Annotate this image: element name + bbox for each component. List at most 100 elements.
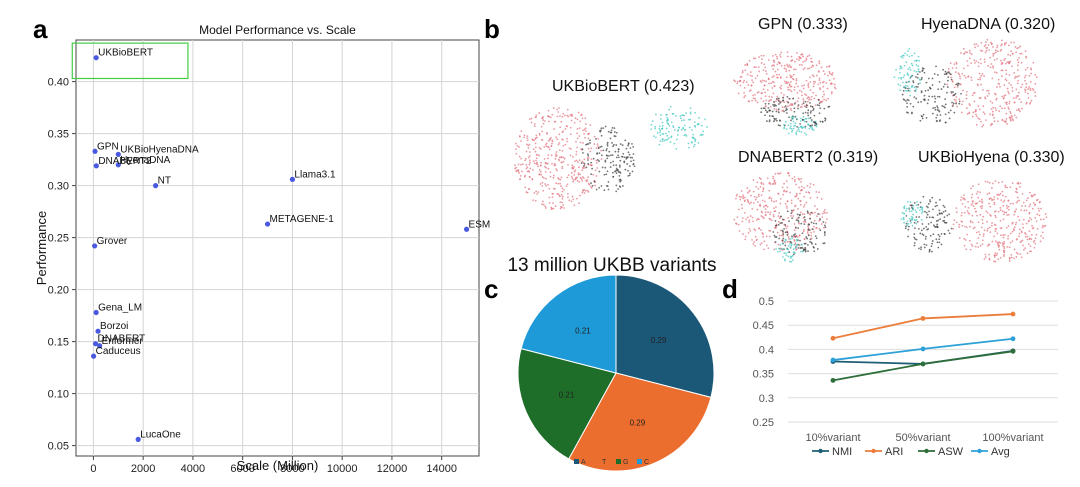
embedding-dot — [820, 198, 823, 200]
embedding-dot — [807, 225, 809, 228]
embedding-dot — [608, 150, 611, 153]
embedding-dot — [804, 249, 807, 252]
embedding-dot — [907, 228, 910, 231]
embedding-dot — [784, 109, 787, 112]
embedding-dot — [899, 84, 902, 87]
embedding-dot — [823, 73, 826, 75]
embedding-dot — [753, 228, 756, 230]
point-label: GPN — [97, 141, 119, 152]
umap-hyenadna-pink — [945, 38, 1038, 128]
embedding-dot — [893, 76, 896, 78]
embedding-dot — [795, 52, 798, 54]
embedding-dot — [538, 169, 541, 171]
embedding-dot — [779, 202, 782, 205]
embedding-dot — [585, 166, 588, 169]
embedding-dot — [752, 179, 755, 181]
series-point-ARI — [920, 316, 926, 321]
embedding-dot — [652, 135, 655, 138]
embedding-dot — [943, 221, 946, 224]
embedding-dot — [518, 146, 520, 148]
embedding-dot — [934, 108, 937, 111]
embedding-dot — [951, 101, 953, 104]
embedding-dot — [786, 240, 789, 243]
embedding-dot — [667, 130, 670, 133]
umap-title-dnabert2: DNABERT2 (0.319) — [738, 149, 879, 166]
embedding-dot — [793, 243, 796, 246]
embedding-dot — [773, 105, 776, 108]
embedding-dot — [774, 220, 777, 222]
embedding-dot — [743, 200, 746, 203]
embedding-dot — [735, 197, 737, 200]
embedding-dot — [935, 201, 937, 204]
embedding-dot — [1013, 114, 1016, 117]
embedding-dot — [629, 172, 631, 175]
embedding-dot — [993, 256, 996, 258]
embedding-dot — [783, 182, 785, 185]
embedding-dot — [950, 76, 953, 79]
embedding-dot — [568, 147, 571, 150]
embedding-dot — [574, 160, 576, 163]
embedding-dot — [947, 67, 950, 70]
embedding-dot — [768, 115, 771, 117]
embedding-dot — [810, 57, 813, 60]
embedding-dot — [979, 205, 982, 208]
embedding-dot — [547, 109, 550, 112]
embedding-dot — [915, 218, 918, 221]
embedding-dot — [974, 245, 977, 248]
embedding-dot — [1007, 90, 1010, 93]
embedding-dot — [786, 51, 789, 54]
embedding-dot — [1007, 225, 1010, 227]
embedding-dot — [592, 173, 595, 176]
embedding-dot — [605, 173, 608, 176]
embedding-dot — [772, 92, 775, 95]
embedding-dot — [903, 74, 906, 77]
embedding-dot — [931, 95, 934, 98]
embedding-dot — [619, 186, 622, 188]
embedding-dot — [970, 62, 973, 65]
embedding-dot — [947, 76, 950, 79]
embedding-dot — [536, 153, 539, 156]
embedding-dot — [598, 152, 601, 154]
embedding-dot — [570, 175, 573, 178]
embedding-dot — [936, 223, 939, 226]
embedding-dot — [824, 212, 826, 214]
embedding-dot — [582, 177, 585, 180]
embedding-dot — [931, 196, 934, 199]
embedding-dot — [995, 227, 998, 230]
embedding-dot — [513, 164, 516, 167]
embedding-dot — [769, 218, 772, 221]
embedding-dot — [1028, 250, 1031, 253]
embedding-dot — [803, 132, 806, 134]
embedding-dot — [753, 241, 755, 243]
embedding-dot — [600, 145, 603, 148]
embedding-dot — [1001, 75, 1003, 77]
embedding-dot — [789, 191, 792, 194]
embedding-dot — [910, 75, 913, 77]
embedding-dot — [1001, 190, 1004, 193]
embedding-dot — [803, 195, 806, 198]
embedding-dot — [562, 130, 565, 133]
embedding-dot — [1042, 224, 1044, 227]
embedding-dot — [614, 135, 617, 138]
embedding-dot — [611, 142, 613, 144]
embedding-dot — [764, 95, 767, 98]
embedding-dot — [598, 130, 601, 132]
embedding-dot — [1001, 119, 1004, 121]
embedding-dot — [803, 118, 805, 121]
x-tick-label: 8000 — [280, 463, 304, 475]
embedding-dot — [1001, 95, 1004, 98]
embedding-dot — [773, 180, 776, 183]
embedding-dot — [591, 184, 594, 187]
embedding-dot — [996, 46, 999, 49]
embedding-dot — [794, 233, 796, 235]
embedding-dot — [794, 251, 797, 254]
embedding-dot — [570, 171, 573, 174]
embedding-dot — [932, 224, 935, 227]
embedding-dot — [796, 130, 799, 132]
embedding-dot — [1011, 86, 1014, 89]
embedding-dot — [917, 203, 920, 206]
embedding-dot — [768, 100, 770, 103]
pie-chart: 13 million UKBB variants0.290.290.210.21… — [507, 255, 717, 472]
embedding-dot — [525, 150, 528, 153]
embedding-dot — [559, 207, 562, 210]
